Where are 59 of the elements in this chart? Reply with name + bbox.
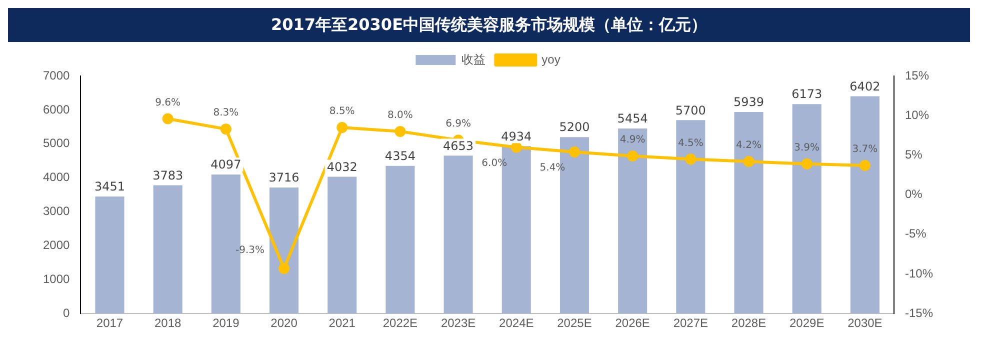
data-label: 4934 (501, 129, 532, 144)
data-label: 6.0% (482, 158, 508, 169)
data-label: 4354 (384, 148, 416, 163)
data-label: 5700 (675, 103, 706, 118)
data-label: 4097 (210, 158, 242, 172)
y2-tick-label: 0% (904, 187, 923, 202)
data-label: 5200 (559, 120, 590, 134)
x-tick-label: 2028E (731, 316, 766, 330)
data-label: 5454 (617, 112, 648, 126)
y-tick-label: 6000 (42, 102, 70, 116)
y2-tick-label: 10% (904, 108, 930, 122)
data-label: 6173 (792, 87, 822, 102)
x-tick-label: 2017 (96, 316, 124, 330)
data-label: 8.5% (329, 106, 355, 118)
y-tick-label: 5000 (42, 136, 70, 150)
data-label: 3716 (268, 170, 300, 185)
x-tick-label: 2020 (270, 316, 298, 330)
y-tick-label: 1000 (42, 272, 70, 286)
y2-tick-label: -15% (904, 306, 934, 320)
data-label: 5939 (733, 95, 764, 110)
x-tick-label: 2024E (499, 316, 534, 330)
y-tick-label: 4000 (42, 170, 70, 184)
y-tick-label: 3000 (42, 204, 70, 218)
data-label: 4653 (443, 138, 474, 153)
data-label: 4.9% (620, 134, 646, 146)
y2-tick-label: 15% (904, 68, 930, 82)
data-label: 4.2% (736, 140, 762, 152)
data-label: 3783 (152, 168, 184, 182)
legend-label: yoy (542, 52, 560, 66)
y-tick-label: 0 (63, 306, 70, 320)
data-label: 9.6% (155, 97, 181, 108)
x-tick-label: 2027E (673, 316, 708, 330)
data-label: 8.3% (213, 108, 239, 119)
x-tick-label: 2021 (328, 316, 356, 330)
data-label: 3.9% (794, 142, 820, 154)
x-tick-label: 2018 (154, 316, 182, 330)
y-tick-label: 7000 (42, 68, 70, 82)
x-tick-label: 2030E (848, 316, 882, 330)
data-label: 6.9% (446, 118, 471, 130)
data-label: 4032 (326, 160, 358, 174)
y2-tick-label: 5% (904, 148, 923, 162)
data-label: 6402 (850, 79, 880, 94)
x-tick-label: 2022E (382, 316, 418, 330)
legend-label: 收益 (462, 52, 486, 66)
x-tick-label: 2023E (440, 316, 476, 330)
data-label: 8.0% (388, 110, 413, 122)
data-label: 3451 (94, 180, 126, 194)
y2-tick-label: -10% (904, 266, 934, 280)
data-label: 5.4% (540, 162, 566, 174)
x-tick-label: 2029E (789, 316, 824, 330)
x-tick-label: 2026E (615, 316, 650, 330)
x-tick-label: 2025E (557, 316, 592, 330)
data-label: -9.3% (236, 245, 265, 256)
data-label: 4.5% (678, 138, 704, 149)
x-tick-label: 2019 (212, 316, 240, 330)
y2-tick-label: -5% (904, 226, 927, 241)
chart-title: 2017年至2030E中国传统美容服务市场规模（单位：亿元） (8, 8, 970, 42)
data-label: 3.7% (852, 144, 878, 156)
y-tick-label: 2000 (42, 238, 70, 252)
